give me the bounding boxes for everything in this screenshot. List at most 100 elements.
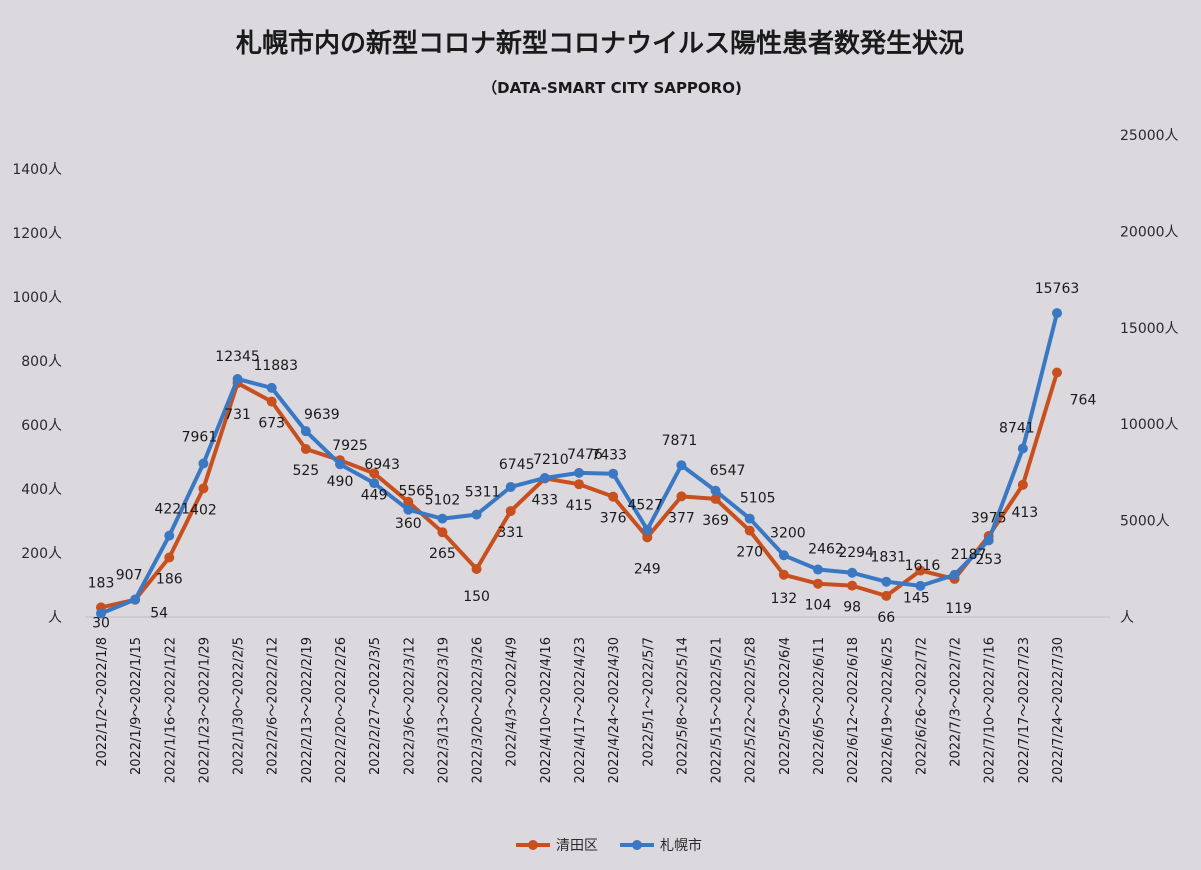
x-tick-label: 2022/3/6～2022/3/12	[402, 637, 417, 775]
series-0-point	[744, 525, 755, 536]
series-1-point	[539, 472, 550, 483]
series-0-point	[369, 468, 380, 479]
right-tick-label: 人	[1120, 610, 1134, 626]
sapporo-data-label: 907	[116, 568, 143, 584]
sapporo-data-label: 4527	[627, 498, 663, 514]
kiyota-data-label: 360	[395, 516, 422, 532]
sapporo-data-label: 6943	[364, 457, 400, 473]
left-tick-label: 人	[48, 610, 62, 626]
sapporo-data-label: 12345	[215, 349, 260, 365]
sapporo-data-label: 7210	[533, 452, 569, 468]
sapporo-data-label: 3200	[770, 525, 806, 541]
x-tick-label: 2022/4/17～2022/4/23	[573, 637, 588, 783]
sapporo-data-label: 2187	[951, 547, 987, 563]
sapporo-data-label: 4221	[154, 502, 190, 518]
sapporo-data-label: 7476	[567, 447, 603, 463]
kiyota-data-label: 449	[361, 487, 388, 503]
sapporo-data-label: 6745	[499, 457, 535, 473]
series-1-point	[335, 459, 345, 470]
series-0-point	[881, 590, 892, 601]
series-1-point	[505, 481, 516, 492]
series-1-point	[96, 608, 106, 619]
x-tick-label: 2022/2/6～2022/2/12	[266, 637, 281, 775]
right-tick-label: 25000人	[1120, 128, 1179, 144]
left-tick-label: 200人	[21, 546, 62, 562]
series-0-point	[676, 491, 687, 502]
series-0-point	[471, 564, 482, 574]
data-label-layer: 30 54 186 402 731 673 525 490 449 360 265 150 331 433…	[88, 281, 1097, 631]
series-0-point	[1052, 367, 1062, 378]
sapporo-data-label: 5565	[398, 484, 434, 500]
kiyota-data-label: 66	[877, 610, 895, 626]
legend: 清田区 札幌市	[516, 837, 702, 854]
x-tick-label: 2022/6/5～2022/6/11	[812, 637, 827, 775]
series-1-point	[608, 468, 619, 479]
series-0-point	[403, 496, 414, 507]
kiyota-data-label: 253	[975, 552, 1002, 568]
kiyota-data-label: 132	[770, 591, 797, 607]
sapporo-data-label: 5102	[425, 493, 461, 509]
x-tick-label: 2022/4/10～2022/4/16	[539, 637, 554, 783]
kiyota-data-label: 30	[92, 615, 110, 631]
kiyota-data-label: 186	[156, 571, 183, 587]
kiyota-data-label: 270	[736, 545, 763, 561]
x-tick-label: 2022/4/24～2022/4/30	[607, 637, 622, 783]
series-1-point	[983, 535, 994, 546]
series-0-point	[847, 580, 858, 591]
series-1-point	[574, 467, 584, 478]
sapporo-data-label: 7433	[591, 448, 627, 464]
left-tick-label: 400人	[21, 482, 62, 498]
x-tick-label: 2022/4/3～2022/4/9	[505, 637, 520, 767]
series-1-point	[813, 564, 823, 575]
sapporo-data-label: 183	[88, 575, 115, 591]
series-1-point	[300, 426, 311, 437]
series-1-point	[471, 509, 482, 520]
series-1-point	[437, 513, 448, 524]
series-1-point	[744, 513, 755, 524]
x-tick-label: 2022/1/16～2022/1/22	[163, 637, 178, 783]
sapporo-data-label: 15763	[1035, 281, 1080, 297]
series-layer	[96, 308, 1062, 619]
series-1-point	[164, 530, 175, 541]
series-1-point	[676, 460, 687, 471]
series-0-point	[642, 532, 653, 543]
kiyota-data-label: 98	[843, 600, 861, 616]
left-tick-label: 1400人	[12, 162, 62, 178]
sapporo-data-label: 8741	[999, 420, 1035, 436]
x-tick-label: 2022/5/22～2022/5/28	[744, 637, 759, 783]
left-tick-label: 1200人	[12, 226, 62, 242]
x-tick-label: 2022/5/8～2022/5/14	[675, 637, 690, 775]
x-tick-label: 2022/7/24～2022/7/30	[1051, 637, 1066, 783]
series-0-point	[198, 483, 209, 494]
kiyota-data-label: 433	[531, 492, 558, 508]
series-0-point	[437, 527, 448, 538]
series-1-point	[847, 567, 858, 578]
kiyota-data-label: 673	[258, 416, 285, 432]
kiyota-data-label: 525	[292, 463, 319, 479]
series-0-point	[505, 506, 516, 517]
left-tick-label: 600人	[21, 418, 62, 434]
sapporo-data-label: 11883	[253, 358, 298, 374]
sapporo-data-label: 6547	[710, 463, 746, 479]
series-1-point	[881, 576, 892, 587]
x-tick-label: 2022/1/9～2022/1/15	[129, 637, 144, 775]
series-1-point	[266, 382, 277, 393]
kiyota-data-label: 415	[566, 498, 593, 514]
x-tick-label: 2022/6/26～2022/7/2	[914, 637, 929, 775]
x-tick-label: 2022/6/19～2022/6/25	[880, 637, 895, 783]
kiyota-data-label: 145	[903, 591, 930, 607]
x-tick-label: 2022/6/12～2022/6/18	[846, 637, 861, 783]
kiyota-data-label: 377	[668, 510, 695, 526]
kiyota-data-label: 413	[1011, 505, 1038, 521]
kiyota-data-label: 104	[805, 598, 832, 614]
kiyota-data-label: 265	[429, 546, 456, 562]
kiyota-data-label: 331	[497, 525, 524, 541]
sapporo-data-label: 5105	[740, 491, 776, 507]
series-1-point	[403, 504, 414, 515]
legend-swatch-dot-1	[632, 840, 642, 850]
kiyota-data-label: 54	[150, 606, 168, 622]
series-1-point	[778, 550, 789, 561]
series-0-point	[1017, 479, 1028, 490]
kiyota-data-label: 376	[600, 511, 627, 527]
